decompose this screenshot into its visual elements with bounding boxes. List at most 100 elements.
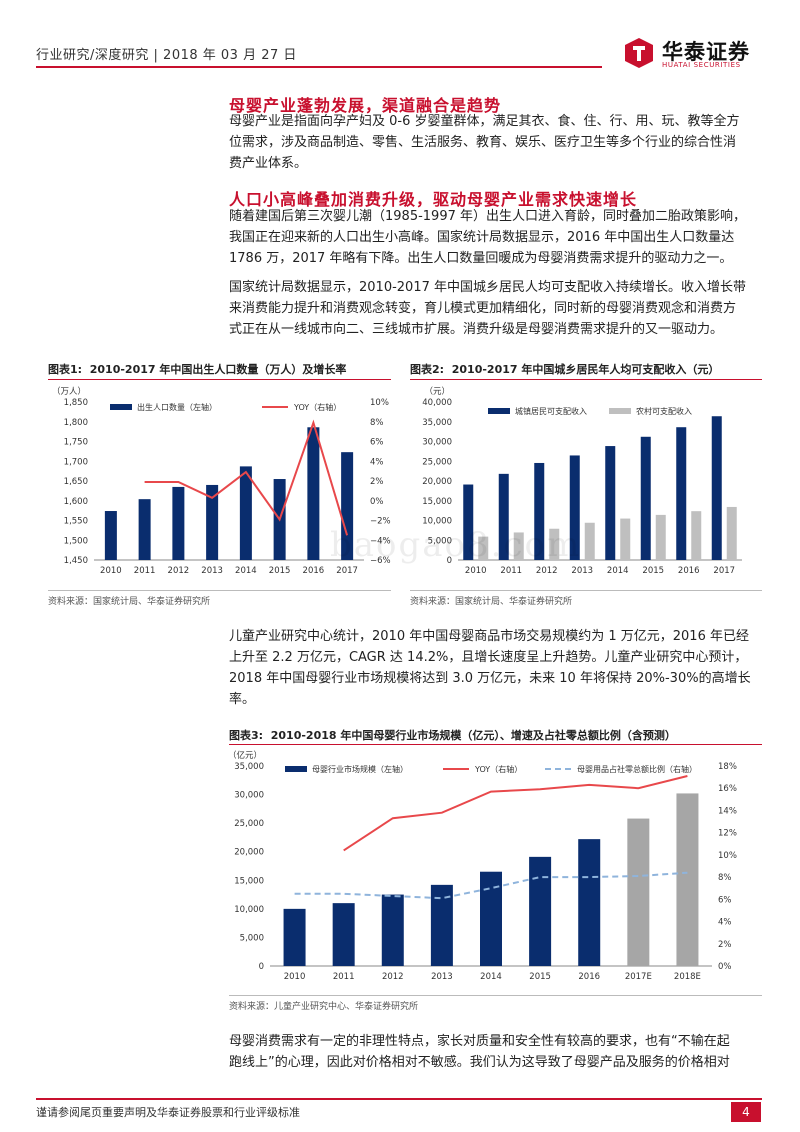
y-axis-unit-label: （元） — [424, 386, 450, 397]
bar — [332, 903, 355, 966]
bar — [549, 528, 560, 560]
legend-swatch — [609, 408, 631, 414]
y-right-tick-label: 0% — [718, 962, 732, 972]
y-left-tick-label: 20,000 — [234, 848, 264, 858]
y-left-tick-label: 25,000 — [422, 457, 452, 467]
bar — [172, 486, 185, 560]
y-right-tick-label: 10% — [718, 851, 737, 861]
x-tick-label: 2012 — [382, 972, 404, 982]
bar — [676, 793, 699, 966]
y-left-tick-label: 30,000 — [422, 438, 452, 448]
figure1-source: 资料来源：国家统计局、华泰证券研究所 — [48, 597, 211, 607]
footer-rule — [36, 1098, 762, 1100]
text-line: 率。 — [229, 692, 256, 707]
price-paragraph: 母婴消费需求有一定的非理性特点，家长对质量和安全性有较高的要求，也有“不输在起 … — [229, 1031, 759, 1073]
figure2-bottom-rule — [410, 590, 762, 591]
x-tick-label: 2011 — [134, 566, 156, 576]
text-line: 母婴消费需求有一定的非理性特点，家长对质量和安全性有较高的要求，也有“不输在起 — [229, 1034, 730, 1049]
figure3-caption: 2010-2018 年中国母婴行业市场规模（亿元）、增速及占社零总额比例（含预测… — [270, 729, 676, 742]
section2-paragraph-2: 国家统计局数据显示，2010-2017 年中国城乡居民人均可支配收入持续增长。收… — [229, 277, 759, 340]
y-axis-unit-label: （亿元） — [228, 750, 262, 761]
footer-disclaimer: 谨请参阅尾页重要声明及华泰证券股票和行业评级标准 — [36, 1106, 300, 1119]
figure1-label: 图表1: — [48, 363, 83, 376]
text-line: 来消费能力提升和消费观念转变，育儿模式更加精细化，同时新的母婴消费观念和消费方 — [229, 301, 737, 316]
bar — [529, 856, 552, 966]
x-tick-label: 2017 — [713, 566, 735, 576]
series-line — [343, 775, 688, 852]
figure1-title: 图表1: 2010-2017 年中国出生人口数量（万人）及增长率 — [48, 361, 346, 377]
y-left-tick-label: 0 — [447, 556, 452, 566]
y-left-tick-label: 15,000 — [234, 876, 264, 886]
y-right-tick-label: 2% — [370, 477, 384, 487]
logo-chinese-name: 华泰证券 — [662, 40, 750, 64]
figure3-bottom-rule — [229, 995, 762, 996]
y-right-tick-label: −2% — [370, 517, 391, 527]
bar — [534, 462, 545, 560]
y-left-tick-label: 10,000 — [234, 905, 264, 915]
legend-label: YOY（右轴） — [474, 764, 522, 774]
bar — [478, 536, 489, 560]
text-line: 费产业体系。 — [229, 156, 308, 171]
page-number: 4 — [731, 1102, 761, 1122]
report-header: 行业研究/深度研究 | 2018 年 03 月 27 日 — [36, 44, 297, 63]
y-right-tick-label: −4% — [370, 536, 391, 546]
section1-paragraph: 母婴产业是指面向孕产妇及 0-6 岁婴童群体，满足其衣、食、住、行、用、玩、教等… — [229, 111, 759, 174]
y-left-tick-label: 1,750 — [64, 438, 88, 448]
bar — [341, 452, 354, 560]
y-right-tick-label: −6% — [370, 556, 391, 566]
header-rule — [36, 66, 602, 68]
x-tick-label: 2016 — [578, 972, 600, 982]
figure2-chart: （元） 0 5,000 10,000 15,000 20,000 25,000 30,000 3… — [422, 386, 742, 576]
x-tick-label: 2016 — [303, 566, 325, 576]
bar — [498, 473, 509, 560]
y-left-tick-label: 15,000 — [422, 497, 452, 507]
y-left-tick-label: 35,000 — [422, 418, 452, 428]
figure2-source: 资料来源：国家统计局、华泰证券研究所 — [410, 597, 573, 607]
x-tick-label: 2011 — [500, 566, 522, 576]
text-line: 我国正在迎来新的人口出生小高峰。国家统计局数据显示，2016 年中国出生人口数量… — [229, 230, 735, 245]
y-right-tick-label: 4% — [370, 457, 384, 467]
y-right-tick-label: 0% — [370, 497, 384, 507]
y-left-tick-label: 1,850 — [64, 398, 88, 408]
report-date: 2018 年 03 月 27 日 — [163, 48, 297, 63]
bar — [605, 446, 616, 560]
bar — [307, 427, 320, 560]
y-right-tick-label: 8% — [718, 873, 732, 883]
bar — [480, 871, 502, 966]
bar — [726, 506, 737, 560]
y-axis-unit-label: （万人） — [52, 386, 86, 397]
series-line-dashed — [294, 871, 688, 900]
y-right-tick-label: 14% — [718, 806, 737, 816]
text-line: 上升至 2.2 万亿元，CAGR 达 14.2%，且增长速度呈上升趋势。儿童产业… — [229, 650, 748, 665]
figure2-label: 图表2: — [410, 363, 445, 376]
bar — [569, 455, 580, 560]
text-line: 式正在从一线城市向二、三线城市扩展。消费升级是母婴消费需求提升的又一驱动力。 — [229, 322, 724, 337]
x-tick-label: 2011 — [333, 972, 355, 982]
y-left-tick-label: 10,000 — [422, 517, 452, 527]
figure3-source: 资料来源：儿童产业研究中心、华泰证券研究所 — [229, 1002, 419, 1012]
bar — [463, 484, 474, 560]
y-left-tick-label: 1,450 — [64, 556, 88, 566]
y-right-tick-label: 10% — [370, 398, 389, 408]
bar — [381, 894, 404, 966]
series-line — [144, 419, 349, 536]
legend-label: 农村可支配收入 — [636, 406, 692, 416]
y-right-tick-label: 8% — [370, 418, 384, 428]
y-right-tick-label: 18% — [718, 762, 737, 772]
x-tick-label: 2013 — [571, 566, 593, 576]
text-line: 2018 年中国母婴行业市场规模将达到 3.0 万亿元，未来 10 年将保持 2… — [229, 671, 751, 686]
company-logo: 华泰证券 HUATAI SECURITIES — [622, 36, 762, 70]
x-tick-label: 2014 — [480, 972, 502, 982]
x-tick-label: 2015 — [642, 566, 664, 576]
y-left-tick-label: 20,000 — [422, 477, 452, 487]
section-title-industry: 母婴产业蓬勃发展，渠道融合是趋势 — [229, 96, 502, 115]
figure1-chart: （万人） 1,450 1,500 1,550 1,600 1,650 1,700 1,750 1… — [52, 386, 391, 576]
y-left-tick-label: 5,000 — [428, 536, 452, 546]
x-tick-label: 2010 — [100, 566, 122, 576]
bar — [584, 522, 595, 560]
bar — [283, 908, 306, 966]
text-line: 国家统计局数据显示，2010-2017 年中国城乡居民人均可支配收入持续增长。收… — [229, 280, 746, 295]
x-tick-label: 2010 — [284, 972, 306, 982]
legend-label: YOY（右轴） — [293, 402, 341, 412]
bar — [620, 518, 631, 560]
